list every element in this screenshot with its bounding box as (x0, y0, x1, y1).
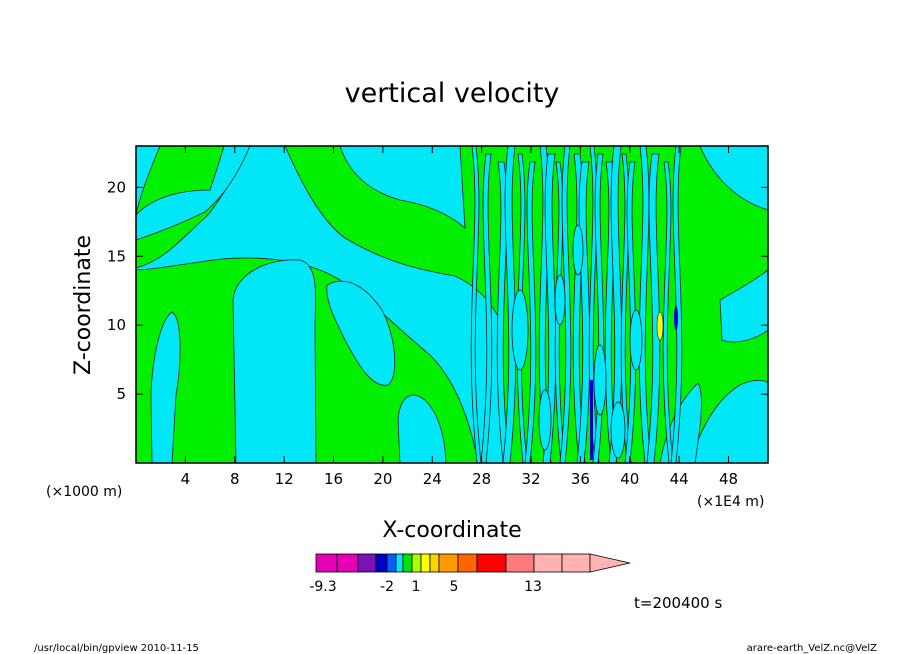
negative-streak (638, 146, 652, 463)
negative-streak (662, 161, 674, 463)
negative-streak (670, 146, 683, 463)
negative-streak (524, 161, 537, 463)
footer-right: arare-earth_VelZ.nc@VelZ (747, 643, 878, 654)
negative-streak (608, 146, 623, 463)
y-axis: 5 10 15 20 (107, 178, 768, 403)
colorbar-swatch (429, 553, 440, 573)
colorbar-swatch (395, 553, 404, 573)
strong-updraft-core (656, 311, 664, 341)
x-tick-label: 44 (670, 470, 689, 488)
x-tick-label: 8 (230, 470, 240, 488)
negative-streak (646, 153, 661, 463)
negative-region (232, 259, 317, 463)
negative-pocket (554, 274, 566, 326)
colorbar-swatch (375, 553, 388, 573)
negative-region (689, 379, 768, 463)
y-tick-label: 15 (107, 247, 126, 265)
colorbar-swatch (411, 553, 422, 573)
colorbar-swatch (505, 553, 535, 573)
x-tick-label: 36 (571, 470, 590, 488)
negative-streak (480, 153, 493, 463)
x-axis-label: X-coordinate (382, 518, 521, 543)
negative-pocket (572, 224, 584, 276)
footer-left: /usr/local/bin/gpview 2010-11-15 (34, 643, 199, 654)
colorbar: -9.3 -2 1 5 13 (309, 553, 631, 595)
colorbar-swatch (457, 553, 478, 573)
negative-region (326, 280, 396, 386)
negative-streak (502, 146, 517, 463)
negative-streak (542, 153, 557, 463)
colorbar-label: 5 (450, 579, 459, 595)
y-tick-label: 5 (116, 385, 126, 403)
x-unit-right-label: (×1E4 m) (697, 494, 764, 510)
colorbar-label: -9.3 (309, 579, 336, 595)
negative-region (719, 269, 768, 343)
colorbar-swatch (476, 553, 507, 573)
x-axis: 4 8 12 16 20 24 28 32 36 40 44 48 (181, 146, 738, 488)
colorbar-swatch (438, 553, 459, 573)
plot-area (135, 145, 769, 464)
x-tick-label: 40 (620, 470, 639, 488)
x-tick-label: 16 (324, 470, 343, 488)
x-tick-label: 20 (373, 470, 392, 488)
negative-region (339, 146, 466, 229)
downdraft-core (674, 306, 678, 330)
negative-pocket (610, 401, 626, 459)
colorbar-swatch (386, 553, 397, 573)
colorbar-extend-arrow (589, 553, 631, 573)
negative-pocket (593, 344, 607, 416)
colorbar-label: 13 (524, 579, 542, 595)
colorbar-swatch (315, 553, 338, 573)
negative-region (150, 311, 181, 463)
negative-pocket (538, 389, 552, 451)
x-tick-label: 4 (181, 470, 191, 488)
x-tick-label: 32 (521, 470, 540, 488)
y-tick-label: 10 (107, 316, 126, 334)
colorbar-swatch (336, 553, 359, 573)
x-tick-label: 28 (472, 470, 491, 488)
colorbar-swatch (402, 553, 413, 573)
colorbar-swatch (420, 553, 431, 573)
colorbar-swatch (357, 553, 377, 573)
negative-pocket (629, 309, 643, 371)
negative-streak (516, 153, 528, 463)
colorbar-label: 1 (412, 579, 421, 595)
contour-fields (136, 146, 768, 463)
x-tick-label: 48 (719, 470, 738, 488)
chart-title: vertical velocity (345, 78, 560, 109)
plot-frame (135, 145, 769, 464)
negative-streak (624, 161, 637, 463)
x-tick-label: 24 (423, 470, 442, 488)
y-axis-label: Z-coordinate (71, 235, 96, 375)
colorbar-swatch (533, 553, 563, 573)
strong-downdraft-core (590, 380, 593, 460)
y-tick-label: 20 (107, 178, 126, 196)
x-unit-left-label: (×1000 m) (46, 484, 122, 500)
negative-streak (470, 146, 482, 463)
negative-region (397, 394, 447, 463)
time-label: t=200400 s (634, 594, 722, 612)
negative-streak (559, 146, 572, 463)
x-tick-label: 12 (275, 470, 294, 488)
negative-pocket (511, 289, 529, 371)
colorbar-swatch (561, 553, 591, 573)
colorbar-label: -2 (380, 579, 394, 595)
